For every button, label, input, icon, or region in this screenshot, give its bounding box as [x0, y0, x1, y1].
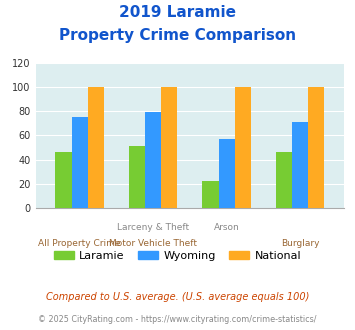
- Text: Larceny & Theft: Larceny & Theft: [117, 223, 189, 232]
- Bar: [161, 87, 178, 208]
- Bar: [308, 87, 324, 208]
- Bar: [235, 87, 251, 208]
- Bar: [202, 181, 219, 208]
- Bar: [129, 146, 145, 208]
- Text: Arson: Arson: [214, 223, 240, 232]
- Text: 2019 Laramie: 2019 Laramie: [119, 5, 236, 20]
- Text: Motor Vehicle Theft: Motor Vehicle Theft: [109, 239, 197, 248]
- Text: © 2025 CityRating.com - https://www.cityrating.com/crime-statistics/: © 2025 CityRating.com - https://www.city…: [38, 315, 317, 324]
- Bar: [219, 139, 235, 208]
- Bar: [145, 112, 161, 208]
- Bar: [72, 117, 88, 208]
- Text: Burglary: Burglary: [281, 239, 320, 248]
- Bar: [88, 87, 104, 208]
- Text: Property Crime Comparison: Property Crime Comparison: [59, 28, 296, 43]
- Bar: [292, 122, 308, 208]
- Legend: Laramie, Wyoming, National: Laramie, Wyoming, National: [49, 246, 306, 265]
- Bar: [276, 152, 292, 208]
- Text: Compared to U.S. average. (U.S. average equals 100): Compared to U.S. average. (U.S. average …: [46, 292, 309, 302]
- Text: All Property Crime: All Property Crime: [38, 239, 121, 248]
- Bar: [55, 152, 72, 208]
